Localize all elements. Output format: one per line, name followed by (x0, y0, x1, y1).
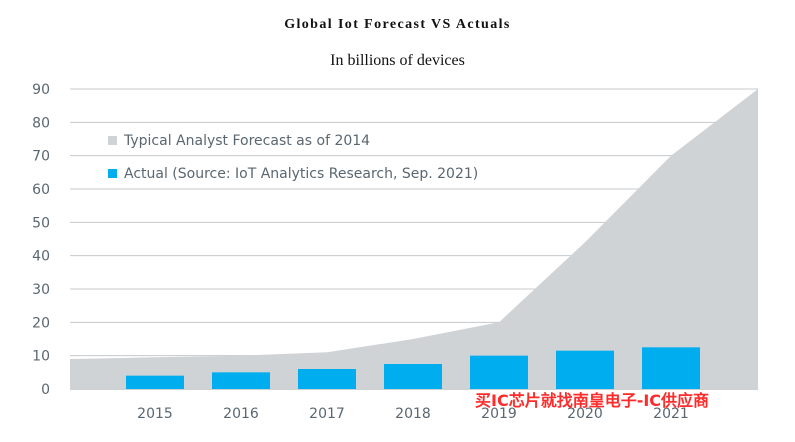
x-tick-label: 2015 (137, 406, 173, 422)
actual-bar-2017 (298, 369, 356, 389)
forecast-area (70, 89, 758, 389)
legend-label-actual: Actual (Source: IoT Analytics Research, … (124, 166, 478, 182)
x-tick-label: 2020 (567, 406, 603, 422)
y-tick-label: 10 (32, 349, 50, 365)
watermark-text: 买IC芯片就找南皇电子-IC供应商 (475, 391, 709, 410)
actual-bar-2016 (212, 372, 270, 389)
y-tick-label: 40 (32, 249, 50, 265)
actual-bar-2015 (126, 375, 184, 389)
legend: Typical Analyst Forecast as of 2014 Actua… (108, 133, 478, 182)
actual-bar-2021 (642, 347, 700, 389)
x-tick-label: 2019 (481, 406, 517, 422)
chart-title: Global Iot Forecast VS Actuals (284, 17, 511, 32)
legend-swatch-forecast (108, 136, 117, 145)
legend-swatch-actual (108, 169, 117, 178)
chart-subtitle: In billions of devices (330, 52, 465, 69)
y-tick-label: 0 (41, 382, 50, 398)
forecast-area-layer (70, 89, 758, 389)
actual-bar-layer (126, 347, 700, 389)
actual-bar-2019 (470, 355, 528, 389)
actual-bar-2020 (556, 350, 614, 389)
x-tick-label: 2016 (223, 406, 259, 422)
y-tick-label: 50 (32, 215, 50, 231)
actual-bar-2018 (384, 364, 442, 389)
y-tick-label: 20 (32, 315, 50, 331)
y-tick-label: 90 (32, 82, 50, 98)
y-tick-label: 70 (32, 149, 50, 165)
x-tick-label: 2021 (653, 406, 689, 422)
y-tick-label: 80 (32, 115, 50, 131)
x-tick-label: 2017 (309, 406, 345, 422)
y-tick-label: 30 (32, 282, 50, 298)
axis-layer: 0 10 20 30 40 50 60 70 80 90 2015 2016 2017 2018 2019 2… (32, 82, 689, 422)
x-tick-label: 2018 (395, 406, 431, 422)
legend-label-forecast: Typical Analyst Forecast as of 2014 (123, 133, 370, 149)
y-tick-label: 60 (32, 182, 50, 198)
